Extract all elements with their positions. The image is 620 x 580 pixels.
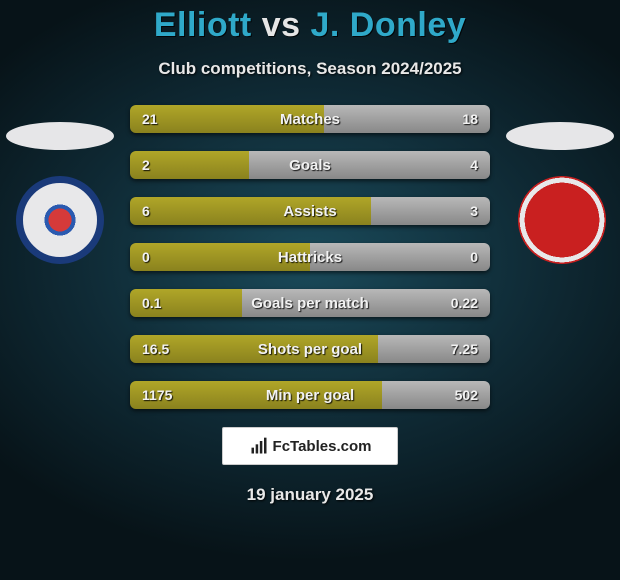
stat-row: 63Assists bbox=[130, 197, 490, 225]
vs-text: vs bbox=[262, 6, 301, 44]
team1-crest-inner bbox=[31, 191, 89, 249]
stat-value-left: 0 bbox=[130, 243, 162, 271]
stat-row: 0.10.22Goals per match bbox=[130, 289, 490, 317]
subtitle: Club competitions, Season 2024/2025 bbox=[0, 59, 620, 79]
player1-photo-placeholder bbox=[6, 122, 114, 150]
stat-value-right: 18 bbox=[450, 105, 490, 133]
player1-name: Elliott bbox=[154, 6, 252, 44]
stat-value-right: 502 bbox=[443, 381, 490, 409]
player2-photo-placeholder bbox=[506, 122, 614, 150]
stat-value-left: 16.5 bbox=[130, 335, 181, 363]
stat-fill-left bbox=[130, 197, 371, 225]
player2-name: J. Donley bbox=[311, 6, 467, 44]
stat-row: 00Hattricks bbox=[130, 243, 490, 271]
stat-row: 16.57.25Shots per goal bbox=[130, 335, 490, 363]
stat-value-left: 0.1 bbox=[130, 289, 173, 317]
stat-value-right: 3 bbox=[458, 197, 490, 225]
stats-container: 2118Matches24Goals63Assists00Hattricks0.… bbox=[130, 105, 490, 409]
team1-crest bbox=[16, 176, 104, 264]
chart-icon bbox=[249, 436, 269, 456]
stat-row: 1175502Min per goal bbox=[130, 381, 490, 409]
stat-value-right: 0 bbox=[458, 243, 490, 271]
date-text: 19 january 2025 bbox=[0, 485, 620, 505]
brand-badge: FcTables.com bbox=[222, 427, 398, 465]
stat-value-right: 7.25 bbox=[439, 335, 490, 363]
stat-value-left: 1175 bbox=[130, 381, 184, 409]
stat-value-left: 21 bbox=[130, 105, 170, 133]
stat-row: 24Goals bbox=[130, 151, 490, 179]
stat-value-left: 6 bbox=[130, 197, 162, 225]
stat-value-right: 4 bbox=[458, 151, 490, 179]
team2-crest bbox=[518, 176, 606, 264]
brand-text: FcTables.com bbox=[273, 438, 372, 455]
stat-fill-right bbox=[249, 151, 490, 179]
stat-value-left: 2 bbox=[130, 151, 162, 179]
page-title: Elliott vs J. Donley bbox=[0, 0, 620, 45]
stat-value-right: 0.22 bbox=[439, 289, 490, 317]
stat-row: 2118Matches bbox=[130, 105, 490, 133]
